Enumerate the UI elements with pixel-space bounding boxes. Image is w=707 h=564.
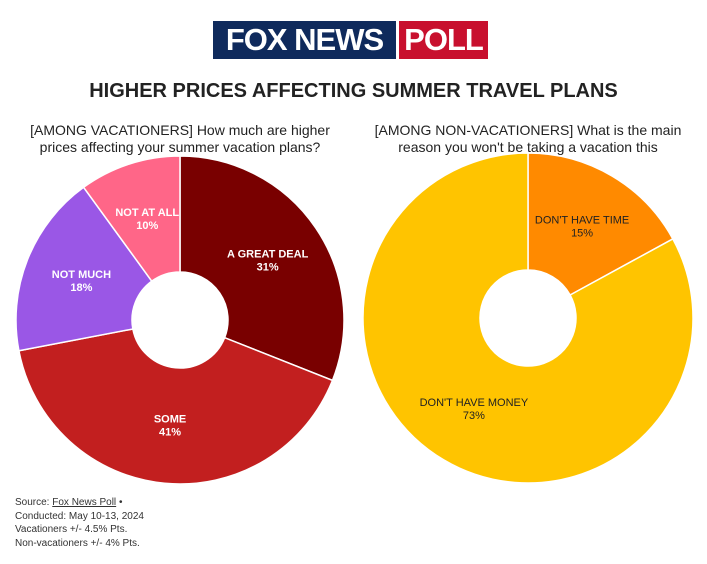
slice xyxy=(179,155,345,382)
slice xyxy=(362,152,694,484)
slice-label: SOME xyxy=(154,413,186,425)
footer-line: Conducted: May 10-13, 2024 xyxy=(15,510,144,522)
value-label: 31% xyxy=(257,261,279,273)
value-label: 73% xyxy=(463,410,485,422)
title: HIGHER PRICES AFFECTING SUMMER TRAVEL PL… xyxy=(89,80,618,102)
chart-title: [AMONG VACATIONERS] How much are higher … xyxy=(30,122,330,155)
slice-label: NOT MUCH xyxy=(52,269,111,281)
separator: • xyxy=(118,497,123,508)
footer-line: Vacationers +/- 4.5% Pts. xyxy=(15,524,128,535)
slice-label: A GREAT DEAL xyxy=(227,248,309,260)
slice-label: DON'T HAVE MONEY xyxy=(420,397,529,409)
value-label: 41% xyxy=(159,426,181,438)
logo-left: FOX NEWS xyxy=(213,21,396,59)
value-label: 15% xyxy=(571,228,593,240)
source-link[interactable]: Fox News Poll xyxy=(52,497,117,508)
slice-label: NOT AT ALL xyxy=(115,207,179,219)
slice-label: DON'T HAVE TIME xyxy=(535,215,629,227)
slice xyxy=(82,155,181,283)
source-label: Source: xyxy=(15,497,50,508)
logo-right: POLL xyxy=(399,21,488,59)
value-label: 18% xyxy=(70,282,92,294)
source-line: Source: Fox News Poll • xyxy=(15,496,144,510)
value-label: 10% xyxy=(136,220,158,232)
footer: Source: Fox News Poll • Conducted: May 1… xyxy=(15,496,144,550)
slice xyxy=(18,328,334,485)
footer-line: Non-vacationers +/- 4% Pts. xyxy=(15,537,140,549)
slice xyxy=(15,186,153,352)
slice xyxy=(527,152,674,297)
